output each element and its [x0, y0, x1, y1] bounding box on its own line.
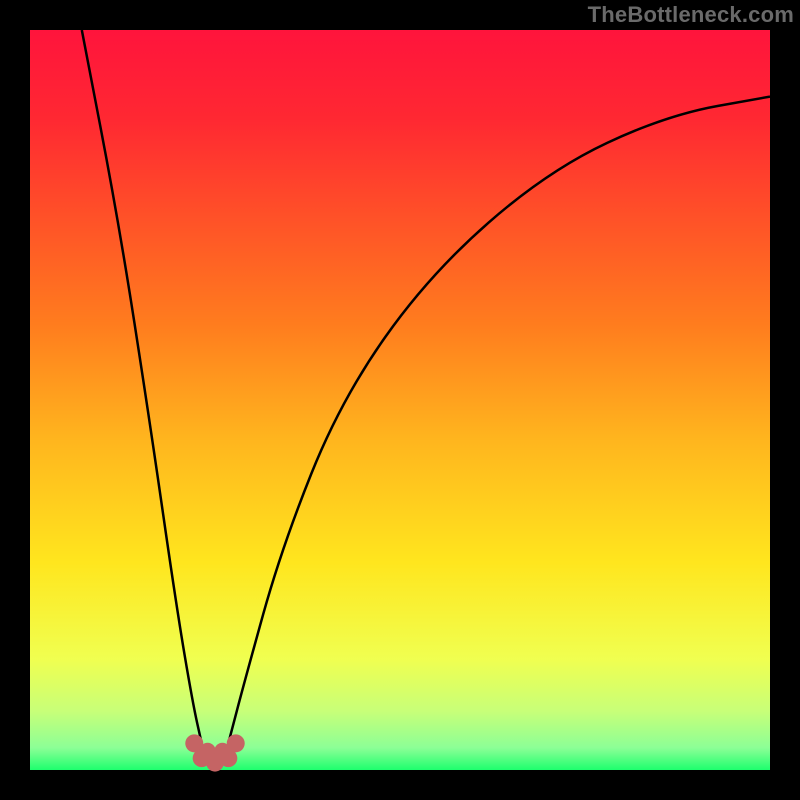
marker-dot [200, 743, 216, 759]
gradient-background [30, 30, 770, 770]
canvas-root: TheBottleneck.com [0, 0, 800, 800]
watermark-text: TheBottleneck.com [588, 2, 794, 28]
marker-dot [214, 743, 230, 759]
chart-svg [0, 0, 800, 800]
